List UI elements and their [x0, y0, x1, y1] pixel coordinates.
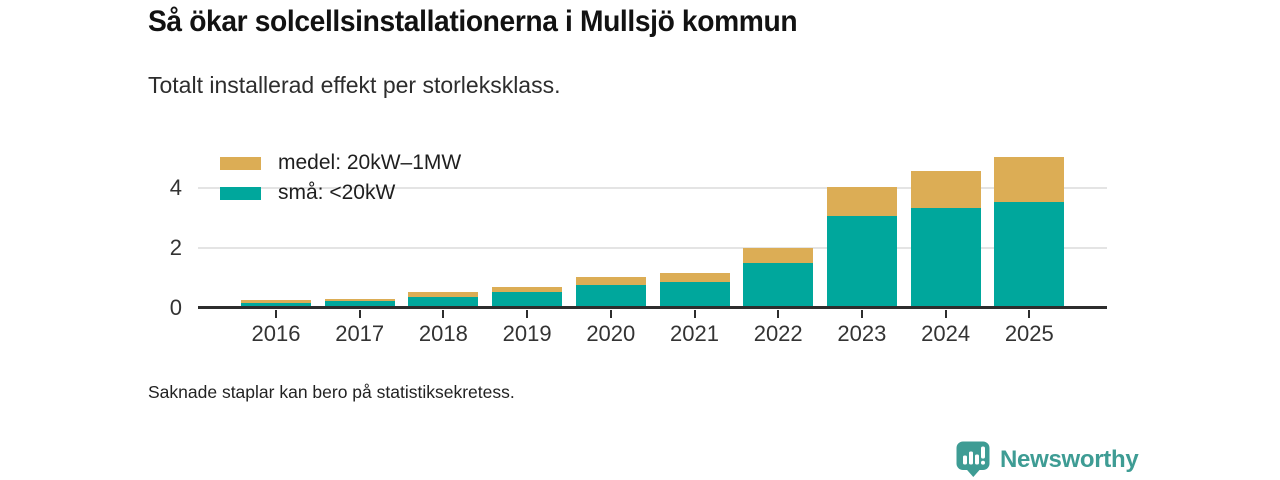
bar-segment: [826, 186, 897, 216]
x-axis-tick-label: 2024: [921, 321, 971, 346]
bar-segment: [910, 208, 981, 308]
chart-legend: medel: 20kW–1MW små: <20kW: [220, 151, 461, 205]
x-axis-tick: [693, 310, 696, 318]
legend-item: medel: 20kW–1MW: [220, 151, 461, 175]
bar-segment: [324, 298, 395, 302]
x-axis-tick: [442, 310, 445, 318]
bar-chart-pin-icon: [956, 441, 991, 478]
gridline-y4: [198, 187, 1107, 189]
bar-segment: [659, 272, 730, 282]
x-axis-tick-label: 2019: [502, 321, 552, 346]
bar-segment: [575, 277, 646, 286]
y-axis-tick-label: 0: [169, 295, 182, 320]
x-axis-tick-label: 2016: [251, 321, 301, 346]
legend-item: små: <20kW: [220, 181, 461, 205]
bar-segment: [408, 296, 479, 308]
bar-segment: [324, 301, 395, 308]
legend-swatch: [220, 156, 261, 170]
bar-segment: [743, 263, 814, 308]
plot-area: medel: 20kW–1MW små: <20kW 0 2 4 2016 2017 201…: [170, 140, 1107, 346]
bar-segment: [575, 285, 646, 308]
gridline-y2: [198, 247, 1107, 249]
bar-segment: [910, 170, 981, 209]
chart-subtitle: Totalt installerad effekt per storlekskl…: [148, 72, 561, 98]
x-axis-tick-label: 2023: [837, 321, 887, 346]
x-axis-tick-label: 2018: [418, 321, 468, 346]
bar-segment: [492, 292, 563, 308]
x-axis-line: [198, 306, 1107, 309]
brand-name: Newsworthy: [1000, 445, 1139, 473]
bar-segment: [492, 287, 563, 293]
x-axis-tick-label: 2017: [335, 321, 385, 346]
x-axis-tick: [860, 310, 863, 318]
bar-segment: [994, 202, 1065, 308]
bar-segment: [241, 302, 311, 308]
page-title: Så ökar solcellsinstallationerna i Mulls…: [148, 5, 798, 38]
x-axis-tick: [526, 310, 529, 318]
legend-label: små: <20kW: [278, 181, 396, 204]
legend-swatch: [220, 186, 261, 200]
bar-segment: [659, 281, 730, 308]
bar-segment: [241, 299, 311, 303]
x-axis-tick-label: 2022: [753, 321, 803, 346]
x-axis-tick: [777, 310, 780, 318]
legend-label: medel: 20kW–1MW: [278, 151, 462, 174]
x-axis-tick-label: 2021: [670, 321, 719, 346]
x-axis-tick: [609, 310, 612, 318]
y-axis-tick-label: 4: [169, 175, 182, 200]
x-axis-tick: [1028, 310, 1031, 318]
bar-segment: [826, 215, 897, 308]
newsworthy-logo: Newsworthy: [956, 441, 1139, 478]
bar-segment: [994, 156, 1065, 203]
y-axis-tick-label: 2: [169, 235, 182, 260]
x-axis-tick: [275, 310, 277, 318]
bar-segment: [408, 291, 479, 297]
x-axis-tick-label: 2025: [1004, 321, 1054, 346]
x-axis-tick: [944, 310, 947, 318]
chart-footnote: Saknade staplar kan bero på statistiksek…: [148, 382, 515, 402]
bar-segment: [743, 248, 814, 263]
x-axis-tick: [358, 310, 361, 318]
x-axis-tick-label: 2020: [586, 321, 636, 346]
